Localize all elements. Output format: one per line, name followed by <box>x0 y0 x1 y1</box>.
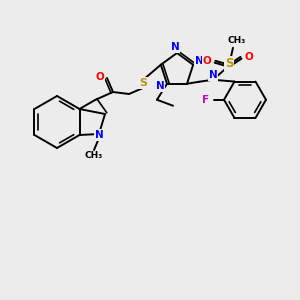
Text: CH₃: CH₃ <box>228 36 246 45</box>
Text: N: N <box>208 70 217 80</box>
Text: O: O <box>202 56 211 66</box>
Text: N: N <box>195 56 203 66</box>
Text: S: S <box>139 78 147 88</box>
Text: CH₃: CH₃ <box>85 152 103 160</box>
Text: O: O <box>244 52 253 62</box>
Text: N: N <box>156 81 164 91</box>
Text: O: O <box>96 72 104 82</box>
Text: N: N <box>171 42 179 52</box>
Text: N: N <box>94 130 103 140</box>
Text: S: S <box>225 57 233 70</box>
Text: F: F <box>202 95 210 105</box>
